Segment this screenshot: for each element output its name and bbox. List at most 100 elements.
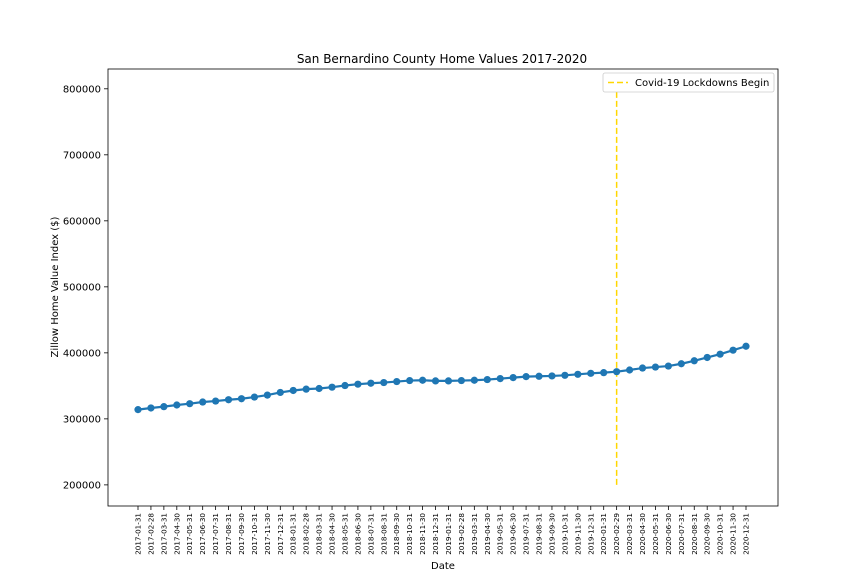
x-tick-label: 2019-06-30 [509, 513, 518, 555]
data-point [134, 406, 142, 414]
x-tick-label: 2020-02-29 [612, 513, 621, 555]
data-point [509, 374, 517, 382]
data-point [677, 360, 685, 368]
x-tick-label: 2018-05-31 [340, 513, 349, 555]
data-point [406, 376, 414, 385]
x-tick-label: 2018-10-31 [405, 513, 414, 555]
x-tick-label: 2019-02-28 [457, 513, 466, 555]
x-tick-label: 2018-11-30 [418, 513, 427, 555]
data-point [496, 374, 504, 383]
x-tick-label: 2018-06-30 [353, 513, 362, 555]
x-tick-label: 2018-09-30 [392, 513, 401, 555]
data-point [651, 363, 660, 371]
x-tick-label: 2020-11-30 [729, 513, 738, 555]
x-tick-label: 2018-03-31 [315, 513, 324, 555]
x-tick-label: 2020-10-31 [716, 513, 725, 555]
data-point [729, 346, 737, 354]
x-tick-label: 2017-10-31 [250, 513, 259, 555]
data-point [212, 397, 220, 405]
data-point [328, 383, 336, 391]
y-axis-ticks: 200000 300000 400000 500000 600000 700000 8000… [63, 84, 108, 491]
data-point [535, 372, 543, 380]
data-point [418, 376, 427, 384]
legend-box [602, 72, 775, 93]
plot-area [108, 69, 778, 506]
x-tick-label: 2017-07-31 [211, 513, 220, 555]
x-tick-label: 2018-04-30 [328, 513, 337, 555]
data-point [522, 373, 530, 381]
x-tick-label: 2017-12-31 [276, 513, 285, 555]
data-point [250, 393, 259, 401]
data-point [147, 404, 155, 412]
data-point [444, 377, 453, 385]
x-tick-label: 2018-02-28 [302, 513, 311, 555]
legend: Covid-19 Lockdowns Begin [602, 72, 775, 93]
data-point [354, 380, 362, 388]
x-tick-label: 2020-09-30 [703, 513, 712, 555]
data-point [160, 403, 168, 411]
data-point [302, 385, 310, 393]
y-axis-label: Zillow Home Value Index ($) [50, 216, 61, 357]
x-tick-label: 2019-01-31 [444, 513, 453, 555]
data-point [186, 400, 194, 408]
x-tick-label: 2017-03-31 [159, 513, 168, 555]
data-point [638, 364, 647, 372]
data-point [574, 370, 582, 378]
x-tick-label: 2020-04-30 [638, 513, 647, 555]
x-tick-label: 2018-07-31 [366, 513, 375, 555]
chart-title: San Bernardino County Home Values 2017-2… [297, 52, 587, 66]
legend-label: Covid-19 Lockdowns Begin [635, 78, 769, 89]
x-tick-label: 2018-12-31 [431, 513, 440, 555]
x-tick-label: 2019-05-31 [496, 513, 505, 555]
x-tick-label: 2017-06-30 [198, 513, 207, 555]
y-tick-label: 300000 [63, 414, 101, 425]
x-tick-label: 2017-02-28 [146, 513, 155, 555]
data-point [470, 376, 478, 384]
data-point [289, 386, 297, 395]
y-tick-label: 600000 [63, 216, 101, 227]
x-tick-label: 2017-11-30 [263, 513, 272, 555]
x-tick-label: 2019-08-31 [535, 513, 544, 555]
x-tick-label: 2020-08-31 [690, 513, 699, 555]
data-point [690, 357, 698, 365]
y-tick-label: 500000 [63, 282, 101, 293]
data-point [742, 342, 750, 350]
x-tick-label: 2020-07-31 [677, 513, 686, 555]
data-point [457, 376, 466, 385]
data-point [548, 372, 556, 380]
x-tick-label: 2018-08-31 [379, 513, 388, 555]
x-tick-label: 2019-07-31 [522, 513, 531, 555]
y-tick-label: 200000 [63, 480, 101, 491]
x-tick-label: 2020-03-31 [625, 513, 634, 555]
x-tick-label: 2019-09-30 [547, 513, 556, 555]
x-tick-label: 2017-01-31 [134, 513, 143, 555]
data-point [716, 350, 724, 358]
data-point [367, 379, 375, 387]
x-tick-label: 2017-08-31 [224, 513, 233, 555]
data-point [587, 369, 595, 377]
x-tick-label: 2020-05-31 [651, 513, 660, 555]
x-tick-label: 2020-06-30 [664, 513, 673, 555]
data-point [613, 368, 621, 376]
plot-frame [107, 68, 779, 507]
data-point [703, 353, 711, 362]
data-point [600, 369, 608, 377]
x-tick-label: 2019-11-30 [573, 513, 582, 555]
x-tick-label: 2019-12-31 [586, 513, 595, 555]
x-tick-label: 2019-10-31 [560, 513, 569, 555]
data-point [431, 377, 440, 385]
data-point [173, 401, 181, 409]
data-point [341, 381, 349, 390]
data-points [134, 342, 750, 414]
x-tick-label: 2019-03-31 [470, 513, 479, 555]
x-tick-label: 2020-12-31 [742, 513, 751, 555]
y-tick-label: 800000 [63, 84, 101, 95]
x-axis-ticks: 2017-01-31 2017-02-28 2017-03-31 2017-04-30… [134, 506, 751, 555]
data-point [664, 362, 672, 370]
x-tick-label: 2019-04-30 [483, 513, 492, 555]
y-tick-label: 700000 [63, 150, 101, 161]
data-point [393, 377, 401, 386]
data-point [315, 384, 323, 393]
data-point [263, 391, 271, 399]
